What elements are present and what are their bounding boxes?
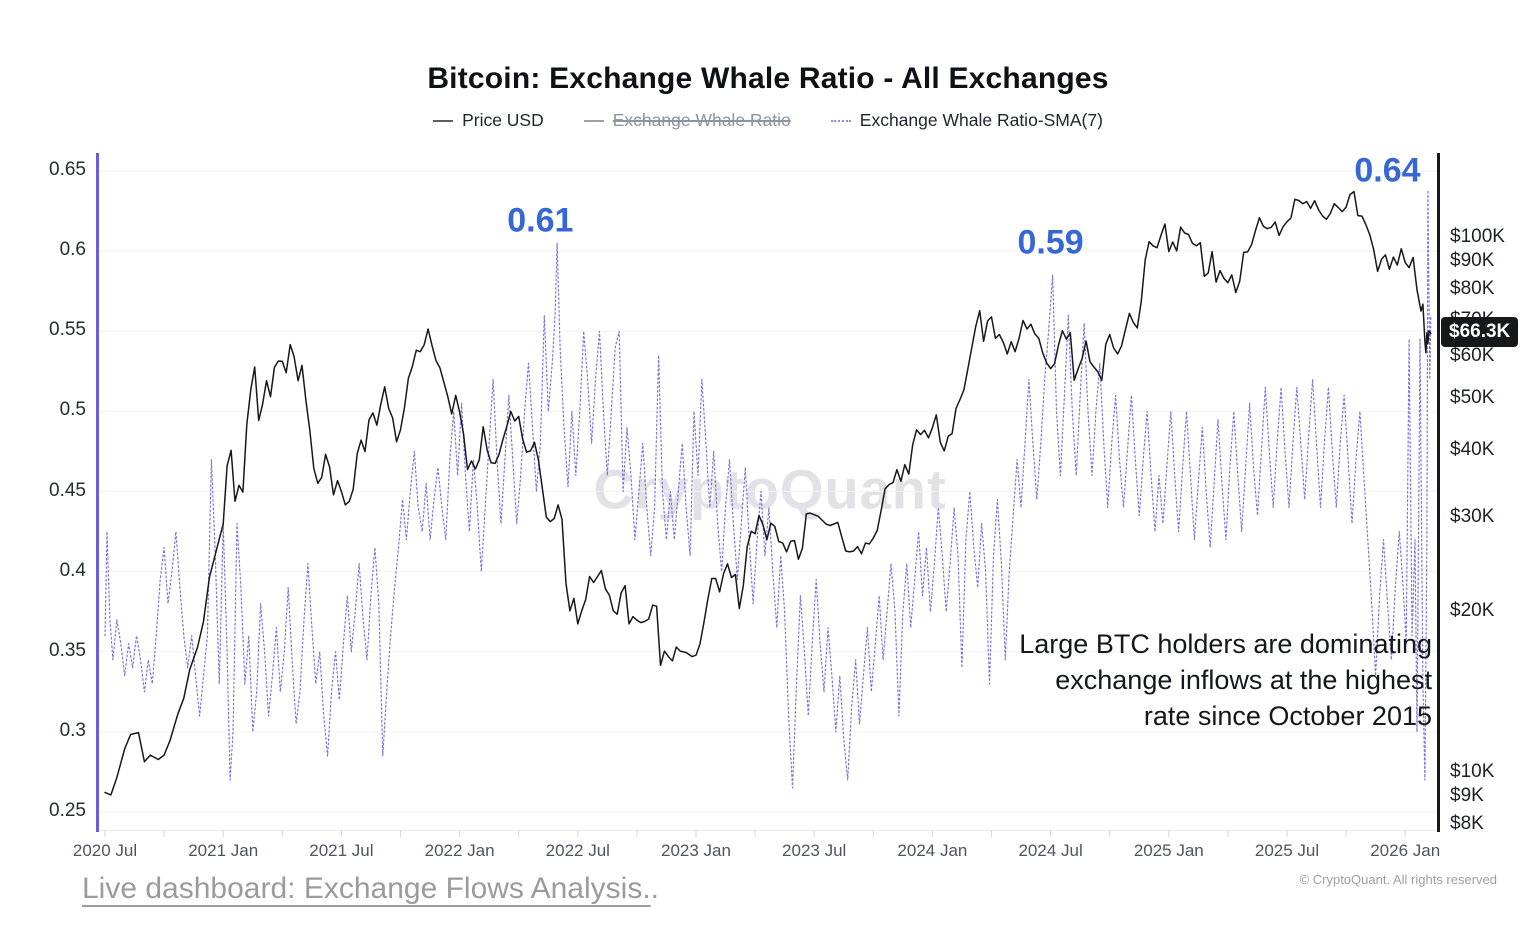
live-dashboard-link[interactable]: Live dashboard: Exchange Flows Analysis. <box>82 872 651 905</box>
peak-annotation-059: 0.59 <box>1017 223 1084 262</box>
legend-label: Price USD <box>462 110 544 130</box>
chart-title: Bitcoin: Exchange Whale Ratio - All Exch… <box>427 62 1109 95</box>
dotted-line-marker-icon <box>830 119 851 122</box>
note-annotation: Large BTC holders are dominating exchang… <box>1019 626 1432 734</box>
current-price-badge: $66.3K <box>1441 317 1519 348</box>
legend-item-whale-ratio-sma7[interactable]: Exchange Whale Ratio-SMA(7) <box>830 110 1103 131</box>
note-line: Large BTC holders are dominating <box>1019 629 1432 659</box>
line-marker-icon <box>433 119 454 122</box>
peak-annotation-061: 0.61 <box>507 201 574 240</box>
cryptoquant-watermark: CryptoQuant <box>593 457 947 521</box>
series-whale-ratio-sma <box>104 189 1432 789</box>
footer-link-suffix: . <box>650 872 659 905</box>
note-line: exchange inflows at the highest <box>1055 665 1432 695</box>
legend-item-price-usd[interactable]: Price USD <box>433 110 544 131</box>
copyright-text: © CryptoQuant. All rights reserved <box>1299 872 1497 887</box>
legend: Price USD Exchange Whale Ratio Exchange … <box>0 110 1536 131</box>
legend-label: Exchange Whale Ratio <box>612 110 791 130</box>
peak-annotation-064: 0.64 <box>1354 151 1421 190</box>
line-marker-icon <box>583 119 604 122</box>
series-price-usd <box>104 190 1432 796</box>
legend-item-exchange-whale-ratio[interactable]: Exchange Whale Ratio <box>583 110 791 131</box>
legend-label: Exchange Whale Ratio-SMA(7) <box>859 110 1103 130</box>
note-line: rate since October 2015 <box>1143 701 1432 731</box>
footer: Live dashboard: Exchange Flows Analysis.… <box>82 872 659 906</box>
